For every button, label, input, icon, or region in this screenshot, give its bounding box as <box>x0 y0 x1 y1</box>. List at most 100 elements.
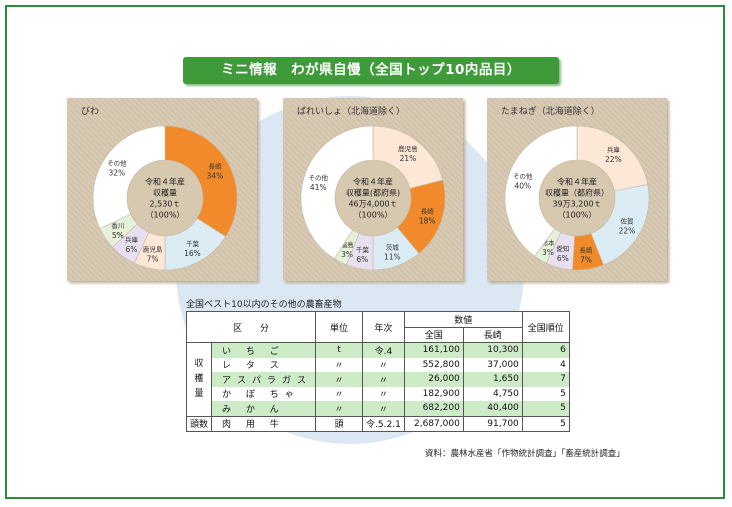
slice-value: 11% <box>384 253 401 262</box>
rank-cell: 7 <box>521 372 570 387</box>
slice-value: 32% <box>109 168 126 177</box>
unit-cell: 〃 <box>315 401 364 416</box>
header-nagasaki: 長崎 <box>462 326 523 343</box>
rank-cell: 4 <box>521 357 570 372</box>
pie-slice <box>300 125 374 260</box>
chart-panel-biwa: びわ 長崎 34% 千葉 16% 鹿児島 7% 兵庫 6% 香川 5% その他 32% 令和４年産 収穫量… <box>67 98 257 281</box>
rank-cell: 5 <box>521 415 570 432</box>
slice-value: 22% <box>619 226 636 235</box>
slice-value: 3% <box>542 248 554 257</box>
slice-value: 34% <box>207 172 224 181</box>
nagasaki-value: 4,750 <box>462 386 523 401</box>
rank-cell: 5 <box>521 386 570 401</box>
nagasaki-value: 91,700 <box>462 415 523 432</box>
slice-label: 熊本 <box>541 238 555 247</box>
header-year: 年次 <box>362 311 405 343</box>
table-row-livestock: 頭数肉 用 牛頭令.5.2.1 2,687,000 91,700 5 <box>185 415 570 432</box>
slice-label: 長崎 <box>421 207 435 216</box>
item-name: レ タ ス <box>211 357 317 372</box>
table-row: レ タ ス〃〃 552,800 37,000 4 <box>187 357 570 372</box>
item-name: か ぼ ちゃ <box>211 386 317 401</box>
slice-label: 愛知 <box>556 244 569 253</box>
pie-slice <box>164 125 238 237</box>
slice-label: 千葉 <box>186 239 200 248</box>
pie-slice <box>92 125 166 230</box>
slice-label: 長崎 <box>579 245 593 254</box>
slice-value: 6% <box>557 254 569 263</box>
slice-value: 3% <box>341 250 353 259</box>
donut-hole <box>539 160 615 236</box>
header-unit: 単位 <box>315 311 364 343</box>
slice-value: 40% <box>514 181 531 190</box>
unit-cell: 〃 <box>315 386 364 401</box>
year-cell: 〃 <box>362 401 405 416</box>
header-category: 区 分 <box>185 311 317 343</box>
national-value: 26,000 <box>403 372 464 387</box>
slice-label: 長崎 <box>208 162 222 171</box>
slice-label: 茨城 <box>386 243 400 252</box>
source-note: 資料：農林水産省「作物統計調査」「畜産統計調査」 <box>425 449 625 459</box>
slice-value: 21% <box>400 154 417 163</box>
slice-label: 兵庫 <box>607 145 621 154</box>
center-text: 収穫量（都府県） <box>545 188 609 198</box>
national-value: 552,800 <box>403 357 464 372</box>
center-text: 令和４年産 <box>353 177 393 187</box>
national-value: 682,200 <box>403 401 464 416</box>
slice-label: 福島 <box>341 240 355 249</box>
table-row: み か ん〃〃 682,200 40,400 5 <box>187 401 570 416</box>
nagasaki-value: 1,650 <box>462 372 523 387</box>
donut-hole <box>335 160 411 236</box>
nagasaki-value: 40,400 <box>462 401 523 416</box>
item-name: い ち ご <box>211 342 317 358</box>
group-label: 収穫量 <box>185 342 213 417</box>
item-name: み か ん <box>211 401 317 416</box>
center-text: 令和４年産 <box>557 177 597 187</box>
unit-cell: t <box>315 342 364 358</box>
slice-value: 6% <box>356 255 368 264</box>
slice-value: 7% <box>147 255 159 264</box>
national-value: 2,687,000 <box>403 415 464 432</box>
header-values: 数値 <box>403 311 523 328</box>
center-text: 2,530ｔ <box>150 200 181 209</box>
center-text: 収穫量 <box>153 188 177 198</box>
unit-cell: 〃 <box>315 372 364 387</box>
slice-value: 18% <box>419 217 436 226</box>
table-caption: 全国ベスト10以内のその他の農畜産物 <box>186 300 342 310</box>
year-cell: 〃 <box>362 386 405 401</box>
center-text: （100%） <box>354 211 393 220</box>
item-name: アスパラガス <box>211 372 317 387</box>
slice-label: 香川 <box>111 221 124 230</box>
center-text: （100%） <box>146 211 185 220</box>
center-text: 令和４年産 <box>145 177 185 187</box>
slice-label: 鹿児島 <box>143 245 163 254</box>
slice-value: 7% <box>580 255 592 264</box>
unit-cell: 頭 <box>315 415 364 432</box>
center-text: 収穫量(都府県) <box>346 188 400 198</box>
unit-cell: 〃 <box>315 357 364 372</box>
year-cell: 〃 <box>362 372 405 387</box>
national-value: 182,900 <box>403 386 464 401</box>
donut-hole <box>127 160 203 236</box>
chart-title: たまねぎ（北海道除く） <box>501 107 600 117</box>
rank-cell: 5 <box>521 401 570 416</box>
pie-slice <box>504 125 578 257</box>
item-name: 肉 用 牛 <box>211 415 317 432</box>
table-row: 収穫量い ち ご t 令.4 161,100 10,300 6 <box>185 342 570 417</box>
slice-value: 6% <box>126 245 138 254</box>
slice-label: 千葉 <box>356 245 370 254</box>
rank-cell: 6 <box>521 342 570 358</box>
national-value: 161,100 <box>403 342 464 358</box>
slice-value: 22% <box>605 155 622 164</box>
chart-title: ばれいしょ（北海道除く） <box>297 107 406 117</box>
chart-panel-onion: たまねぎ（北海道除く） 兵庫 22% 佐賀 22% 長崎 7% 愛知 6% 熊本 3% その他 40%… <box>487 98 667 281</box>
nagasaki-value: 10,300 <box>462 342 523 358</box>
header-national: 全国 <box>403 326 464 343</box>
table-row: か ぼ ちゃ〃〃 182,900 4,750 5 <box>187 386 570 401</box>
nagasaki-value: 37,000 <box>462 357 523 372</box>
page-title: ミニ情報 わが県自慢（全国トップ10内品目） <box>183 57 559 84</box>
slice-label: その他 <box>107 158 127 167</box>
products-table: 区 分 単位 年次 数値 全国順位 全国 長崎 収穫量い ち ご t 令.4 161,… <box>185 311 570 432</box>
